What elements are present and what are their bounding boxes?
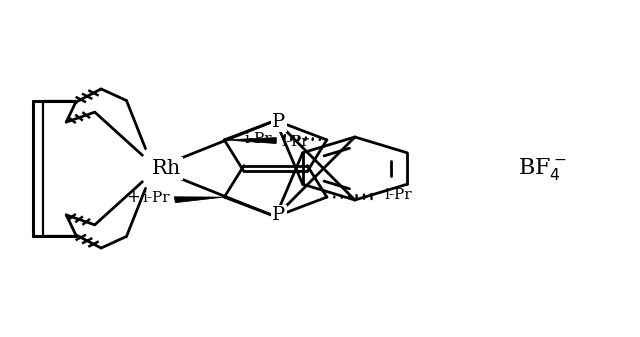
Text: BF$_4^-$: BF$_4^-$ xyxy=(518,155,566,182)
Text: P: P xyxy=(272,206,285,224)
Text: i-Pr: i-Pr xyxy=(384,188,412,202)
Text: i-Pr: i-Pr xyxy=(282,135,309,149)
Text: +: + xyxy=(126,188,140,206)
Text: i-Pr: i-Pr xyxy=(244,132,272,146)
Text: P: P xyxy=(272,113,285,131)
Polygon shape xyxy=(224,137,276,144)
Text: Rh: Rh xyxy=(152,159,181,178)
Polygon shape xyxy=(174,197,224,203)
Text: i-Pr: i-Pr xyxy=(142,191,170,205)
